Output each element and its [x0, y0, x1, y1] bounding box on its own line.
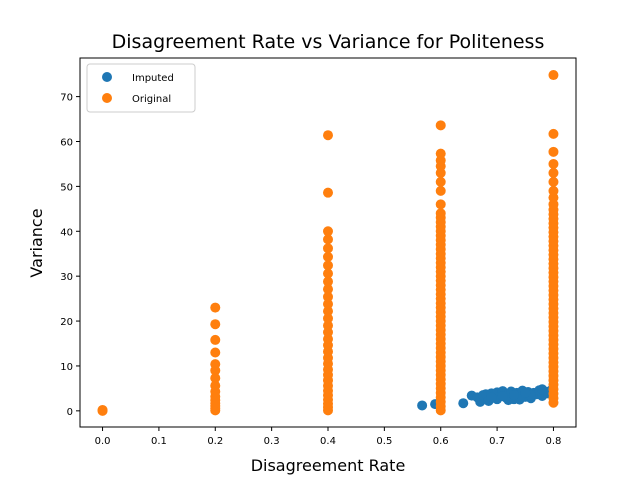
data-point: [323, 284, 333, 295]
x-tick-label: 0.3: [264, 436, 280, 447]
data-point: [548, 128, 559, 139]
data-point: [323, 320, 333, 331]
data-point: [548, 167, 559, 178]
data-point: [435, 176, 446, 187]
data-point: [548, 176, 559, 187]
x-tick-label: 0.6: [433, 436, 449, 447]
data-point: [435, 208, 446, 219]
data-point: [323, 276, 333, 287]
data-point: [323, 299, 333, 309]
data-point: [323, 313, 333, 324]
points-layer: [97, 70, 559, 416]
x-tick-label: 0.0: [95, 436, 111, 447]
data-point: [323, 251, 333, 262]
legend-label-imputed: Imputed: [132, 73, 174, 84]
x-tick-label: 0.8: [546, 436, 562, 447]
x-tick-label: 0.2: [207, 436, 223, 447]
data-point: [417, 400, 428, 411]
data-point: [323, 268, 333, 279]
x-tick-label: 0.5: [376, 436, 392, 447]
data-point: [323, 234, 333, 245]
data-point: [537, 384, 548, 395]
data-point: [435, 185, 446, 196]
y-tick-label: 60: [60, 137, 73, 148]
data-point: [323, 187, 333, 198]
data-point: [435, 120, 446, 131]
legend-marker-imputed: [102, 72, 112, 82]
legend-marker-original: [102, 93, 112, 103]
data-point: [548, 185, 559, 196]
y-tick-label: 0: [67, 407, 73, 418]
data-point: [210, 334, 221, 345]
data-point: [210, 359, 221, 370]
data-point: [486, 392, 497, 403]
data-point: [509, 390, 519, 401]
y-tick-label: 40: [60, 227, 73, 238]
data-point: [210, 373, 221, 384]
y-tick-label: 70: [60, 93, 73, 104]
data-point: [497, 391, 508, 402]
data-point: [323, 243, 333, 254]
data-point: [323, 226, 333, 237]
series-imputed: [417, 384, 556, 411]
data-point: [458, 398, 469, 409]
chart-title: Disagreement Rate vs Variance for Polite…: [112, 31, 545, 53]
data-point: [210, 319, 221, 330]
data-point: [548, 146, 559, 157]
y-tick-label: 30: [60, 272, 73, 283]
data-point: [435, 148, 446, 159]
data-point: [323, 130, 333, 141]
x-tick-label: 0.1: [151, 436, 167, 447]
legend: Imputed Original: [86, 63, 196, 113]
y-axis: 0 10 20 30 40 50 60 70: [60, 93, 80, 418]
data-point: [210, 380, 221, 391]
y-tick-label: 20: [60, 317, 73, 328]
data-point: [520, 387, 531, 398]
data-point: [323, 260, 333, 271]
legend-label-original: Original: [132, 94, 171, 105]
series-original: [97, 70, 559, 416]
y-tick-label: 10: [60, 362, 73, 373]
data-point: [210, 302, 221, 313]
data-point: [323, 306, 333, 317]
data-point: [548, 70, 559, 81]
data-point: [210, 347, 221, 358]
x-axis-title: Disagreement Rate: [251, 456, 406, 475]
data-point: [548, 158, 559, 169]
legend-box: [86, 63, 196, 113]
data-point: [323, 291, 333, 302]
y-axis-title: Variance: [27, 208, 46, 277]
x-tick-label: 0.4: [320, 436, 336, 447]
y-tick-label: 50: [60, 182, 73, 193]
x-tick-label: 0.7: [489, 436, 505, 447]
data-point: [435, 199, 446, 210]
data-point: [97, 404, 108, 415]
x-axis: 0.0 0.1 0.2 0.3 0.4 0.5 0.6 0.7 0.8: [95, 427, 562, 447]
